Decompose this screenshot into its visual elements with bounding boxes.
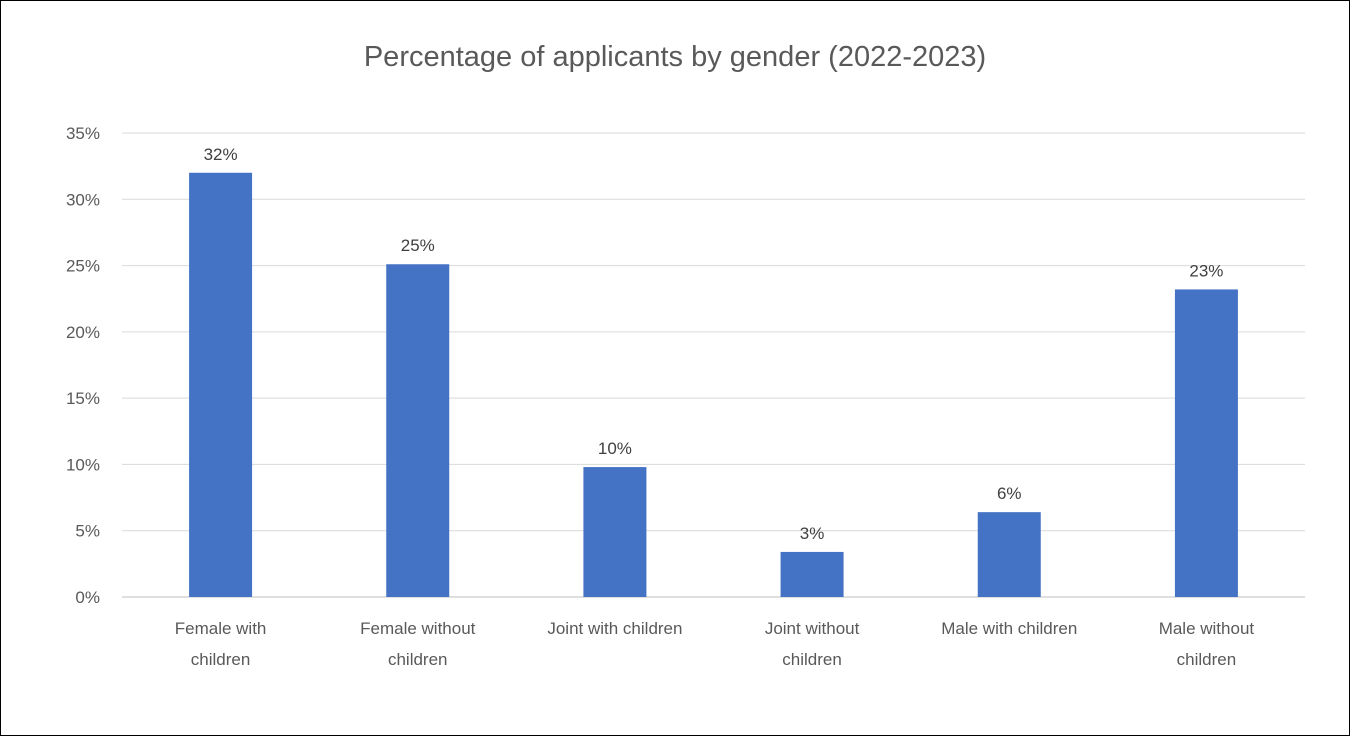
data-label: 6% — [997, 484, 1022, 503]
x-tick-label: Joint with children — [547, 619, 682, 638]
data-labels: 32% 25% 10% 3% 6% 23% — [204, 145, 1224, 543]
data-label: 10% — [598, 439, 632, 458]
data-label: 23% — [1189, 261, 1223, 280]
data-label: 3% — [800, 524, 825, 543]
y-axis-ticks: 0% 5% 10% 15% 20% 25% 30% 35% — [66, 124, 100, 607]
y-tick-label: 20% — [66, 323, 100, 342]
chart-title: Percentage of applicants by gender (2022… — [364, 41, 986, 73]
category-labels: Female with children Female without childre… — [175, 619, 1255, 669]
bar — [977, 512, 1041, 597]
bar — [189, 172, 253, 597]
x-tick-label: Female with children — [175, 619, 267, 669]
x-tick-label: Joint without children — [765, 619, 860, 669]
x-tick-label: Female without children — [360, 619, 476, 669]
y-tick-label: 0% — [75, 588, 100, 607]
gridlines — [122, 132, 1305, 598]
x-tick-label: Male without children — [1159, 619, 1255, 669]
y-tick-label: 30% — [66, 190, 100, 209]
data-label: 25% — [401, 236, 435, 255]
y-tick-label: 5% — [75, 522, 100, 541]
bar — [386, 264, 450, 597]
y-tick-label: 25% — [66, 257, 100, 276]
bars — [189, 172, 1238, 597]
bar — [780, 551, 844, 597]
bar — [583, 467, 647, 597]
x-tick-label: Male with children — [941, 619, 1077, 638]
y-tick-label: 10% — [66, 455, 100, 474]
y-tick-label: 35% — [66, 124, 100, 143]
data-label: 32% — [204, 145, 238, 164]
bar — [1174, 289, 1238, 597]
y-tick-label: 15% — [66, 389, 100, 408]
